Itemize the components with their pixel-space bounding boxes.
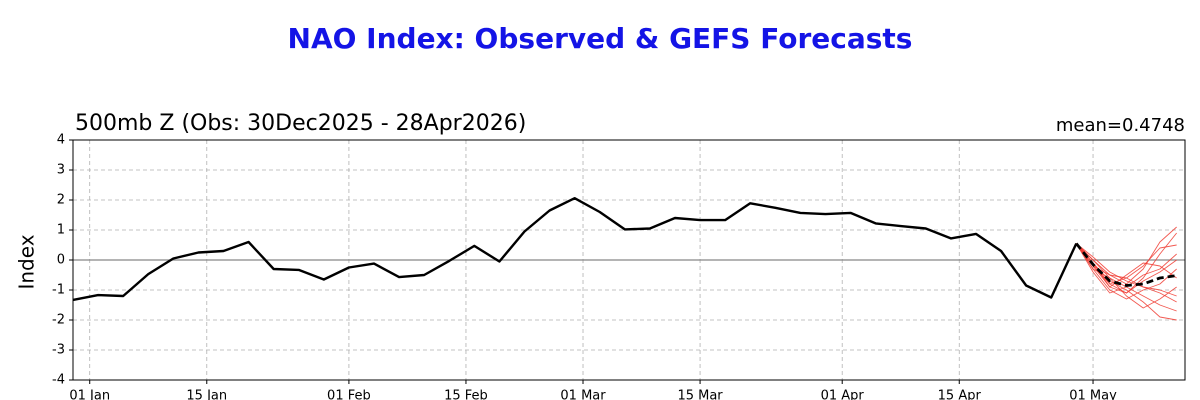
chart-title: NAO Index: Observed & GEFS Forecasts — [288, 22, 913, 55]
y-tick-label: 1 — [57, 223, 65, 238]
x-tick-label: 15 Jan — [186, 389, 227, 400]
y-tick-label: 3 — [57, 163, 65, 178]
grid-layer — [73, 139, 1185, 381]
y-axis-label: Index — [15, 234, 39, 289]
x-tick-label: 15 Feb — [444, 389, 488, 400]
forecast-mean-line — [1075, 242, 1177, 287]
ensemble-line — [1075, 243, 1177, 294]
ensemble-line — [1075, 243, 1177, 309]
ensemble-line — [1076, 243, 1177, 297]
x-tick-label: 01 Apr — [821, 389, 865, 400]
y-tick-label: -4 — [52, 373, 65, 388]
y-tick-label: -3 — [52, 343, 65, 358]
x-tick-label: 01 Mar — [560, 389, 606, 400]
x-tick-label: 01 Jan — [69, 389, 110, 400]
x-tick-label: 15 Mar — [677, 389, 723, 400]
y-tick-label: 2 — [57, 193, 65, 208]
annotation: mean=0.4748 — [1056, 115, 1185, 136]
y-tick-label: -2 — [52, 313, 65, 328]
x-tick-label: 01 Feb — [327, 389, 371, 400]
y-tick-label: 4 — [57, 133, 65, 148]
x-tick-label: 15 Apr — [938, 389, 982, 400]
y-tick-label: -1 — [52, 283, 65, 298]
chart-subtitle: 500mb Z (Obs: 30Dec2025 - 28Apr2026) — [75, 111, 526, 136]
observed-line — [72, 197, 1078, 302]
line-layer — [72, 197, 1177, 321]
ensemble-line — [1075, 226, 1177, 285]
ensemble-line — [1075, 243, 1177, 288]
y-tick-label: 0 — [57, 253, 65, 268]
ensemble-line — [1075, 243, 1177, 321]
x-tick-label: 01 May — [1069, 389, 1117, 400]
